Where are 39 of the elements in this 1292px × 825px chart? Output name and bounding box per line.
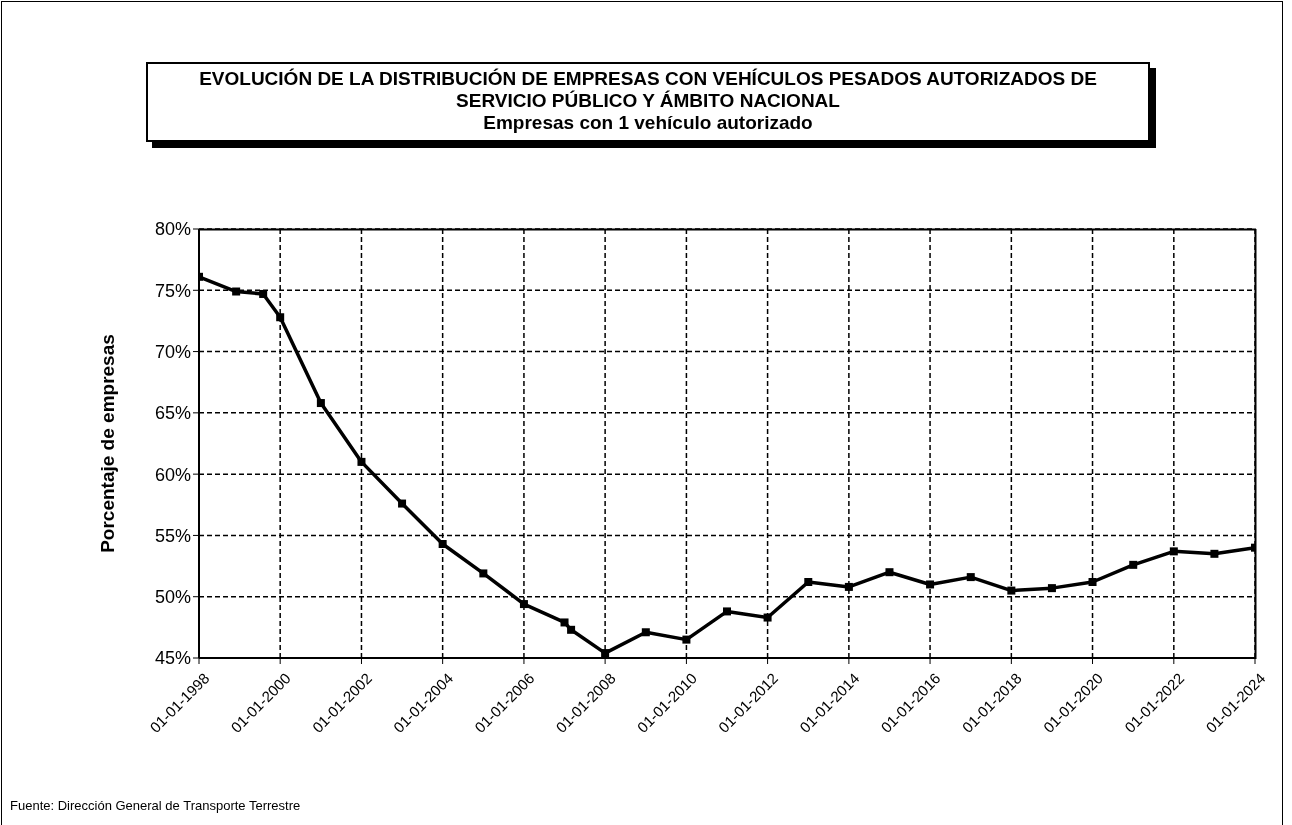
point [682, 635, 691, 644]
point [560, 618, 569, 627]
y-tick-label: 70% [154, 341, 191, 362]
point [804, 578, 813, 587]
point [398, 499, 407, 508]
y-tick-label: 50% [154, 587, 191, 608]
point [1007, 586, 1016, 595]
point [357, 457, 366, 466]
point [232, 287, 241, 296]
y-tick-label: 65% [154, 403, 191, 424]
point [926, 580, 935, 589]
point [641, 628, 650, 637]
point [885, 568, 894, 577]
point [567, 625, 576, 634]
point [1129, 560, 1138, 569]
point [479, 569, 488, 578]
point [438, 540, 447, 549]
point [844, 582, 853, 591]
point [259, 289, 268, 298]
point [519, 600, 528, 609]
point [966, 573, 975, 582]
point [1088, 578, 1097, 587]
y-tick-label: 75% [154, 280, 191, 301]
point [601, 649, 610, 658]
point [1169, 547, 1178, 556]
y-tick-label: 60% [154, 464, 191, 485]
point [276, 313, 285, 322]
chart-title: EVOLUCIÓN DE LA DISTRIBUCIÓN DE EMPRESAS CON VEHÍCULOS PESADOS AUTORIZADOS DE SERVICIO PÚBLICO Y ÁMBITO NACIONAL [198, 68, 1098, 112]
source-note: Fuente: Dirección General de Transporte Terrestre [10, 798, 301, 813]
y-tick-label: 80% [154, 219, 191, 240]
point [1047, 584, 1056, 593]
point [723, 607, 731, 616]
point [1210, 549, 1219, 558]
y-axis-title: Porcentaje de empresas [96, 334, 118, 553]
chart-subtitle: Empresas con 1 vehículo autorizado [482, 112, 814, 134]
point [763, 613, 772, 622]
y-tick-label: 55% [154, 525, 191, 546]
y-tick-label: 45% [154, 648, 191, 669]
point [316, 399, 325, 408]
